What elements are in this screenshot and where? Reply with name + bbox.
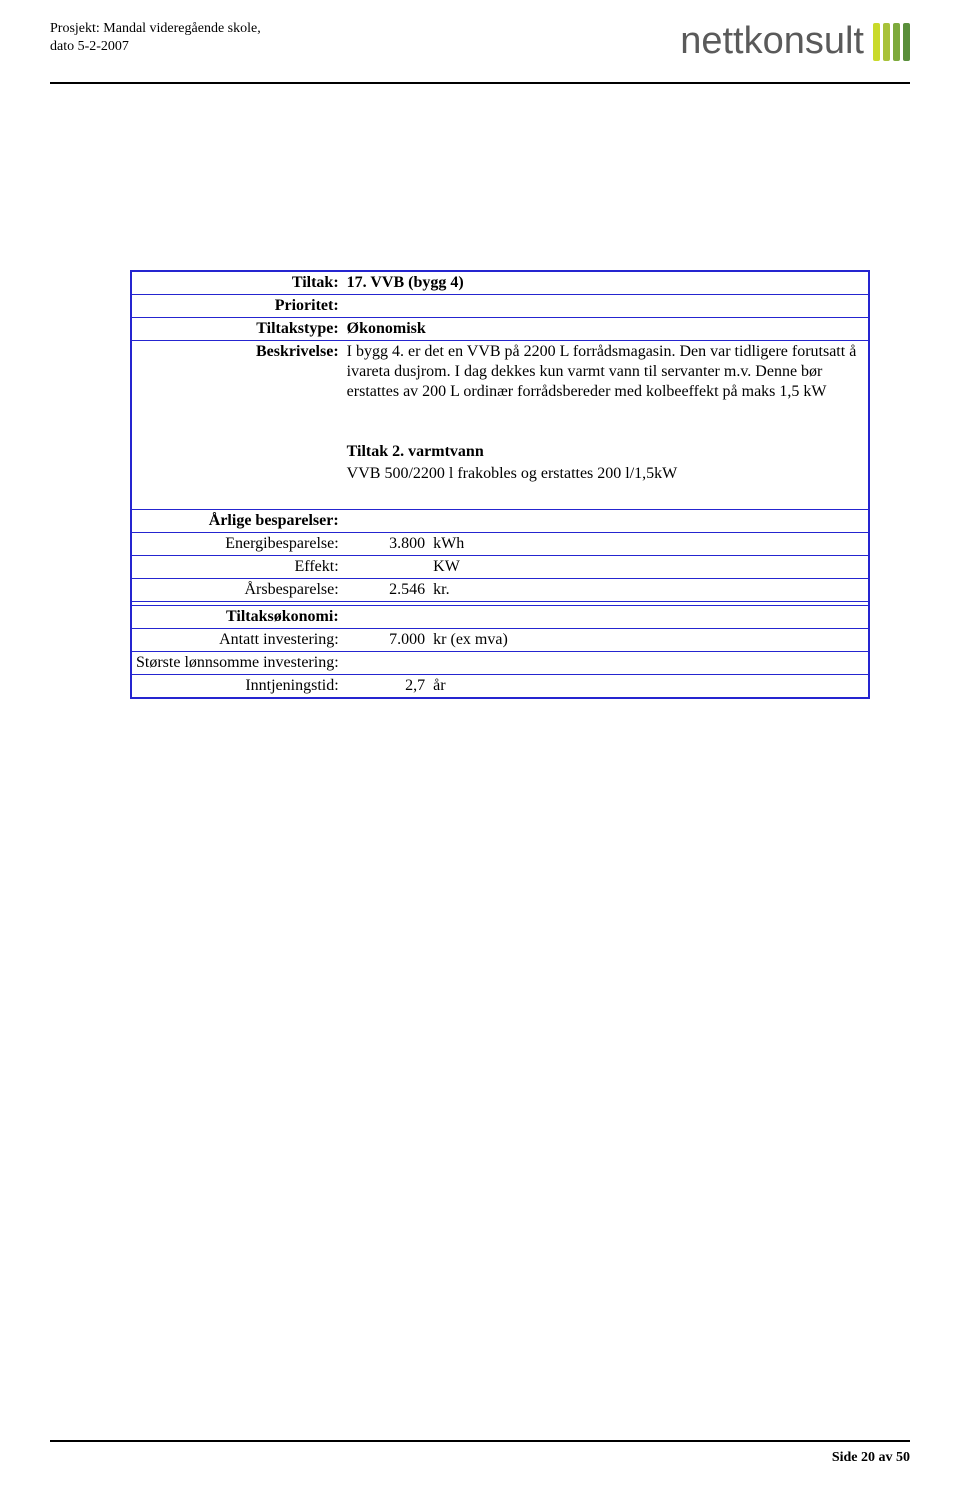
value-tiltakstype: Økonomisk xyxy=(343,318,869,341)
label-tiltakstype: Tiltakstype: xyxy=(131,318,343,341)
value-energibesparelse: 3.800 xyxy=(343,533,430,556)
value-storste xyxy=(343,652,430,675)
value-antatt: 7.000 xyxy=(343,629,430,652)
logo-bar xyxy=(893,23,900,61)
desc-t2-bold: Tiltak 2. varmtvann xyxy=(347,443,484,460)
logo-bars-icon xyxy=(870,23,910,61)
label-antatt: Antatt investering: xyxy=(131,629,343,652)
label-effekt: Effekt: xyxy=(131,556,343,579)
label-beskrivelse: Beskrivelse: xyxy=(131,341,343,510)
value-beskrivelse: I bygg 4. er det en VVB på 2200 L forråd… xyxy=(343,341,869,510)
label-arlige: Årlige besparelser: xyxy=(131,510,343,533)
value-arsbesparelse: 2.546 xyxy=(343,579,430,602)
logo-text: nettkonsult xyxy=(680,20,864,63)
unit-arsbesparelse: kr. xyxy=(429,579,529,602)
value-prioritet xyxy=(343,295,869,318)
value-inntjeningstid: 2,7 xyxy=(343,675,430,699)
footer-rule xyxy=(50,1440,910,1442)
unit-storste xyxy=(429,652,529,675)
header-rule xyxy=(50,82,910,84)
unit-energibesparelse: kWh xyxy=(429,533,529,556)
label-inntjeningstid: Inntjeningstid: xyxy=(131,675,343,699)
label-energibesparelse: Energibesparelse: xyxy=(131,533,343,556)
unit-effekt: KW xyxy=(429,556,529,579)
logo: nettkonsult xyxy=(680,20,910,63)
desc-t2-text: VVB 500/2200 l frakobles og erstattes 20… xyxy=(347,464,864,484)
value-tiltak: 17. VVB (bygg 4) xyxy=(343,271,869,295)
desc-para-1: I bygg 4. er det en VVB på 2200 L forråd… xyxy=(347,342,864,402)
value-effekt xyxy=(343,556,430,579)
label-prioritet: Prioritet: xyxy=(131,295,343,318)
label-arsbesparelse: Årsbesparelse: xyxy=(131,579,343,602)
logo-bar xyxy=(873,23,880,61)
logo-bar xyxy=(883,23,890,61)
page: Prosjekt: Mandal videregående skole, dat… xyxy=(0,0,960,1492)
label-storste: Største lønnsomme investering: xyxy=(131,652,343,675)
footer-page: Side 20 av 50 xyxy=(832,1450,910,1466)
label-tiltaksokonomi: Tiltaksøkonomi: xyxy=(131,606,343,629)
label-tiltak: Tiltak: xyxy=(131,271,343,295)
content: Tiltak: 17. VVB (bygg 4) Prioritet: Tilt… xyxy=(130,270,870,699)
unit-inntjeningstid: år xyxy=(429,675,529,699)
header: Prosjekt: Mandal videregående skole, dat… xyxy=(50,20,910,100)
logo-bar xyxy=(903,23,910,61)
unit-antatt: kr (ex mva) xyxy=(429,629,529,652)
tiltak-table: Tiltak: 17. VVB (bygg 4) Prioritet: Tilt… xyxy=(130,270,870,699)
